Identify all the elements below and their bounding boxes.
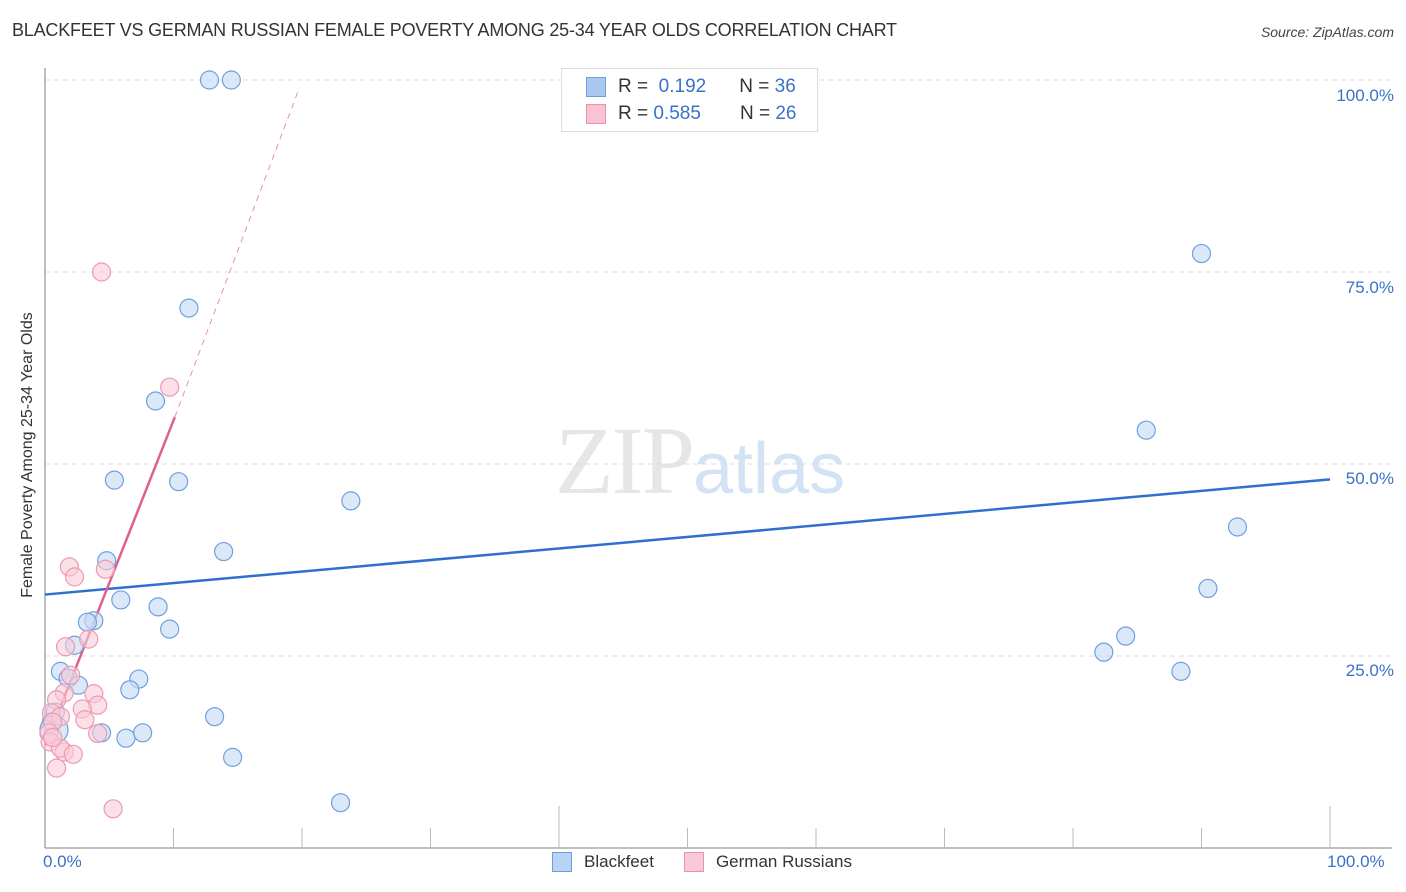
german-russians-point[interactable] [46,758,67,778]
y-tick-25: 25.0% [1345,661,1394,680]
blackfeet-point[interactable] [148,597,168,617]
blackfeet-point[interactable] [1227,517,1248,537]
blackfeet-point[interactable] [111,590,131,610]
german-russians-point[interactable] [91,262,112,282]
blackfeet-point[interactable] [223,747,243,767]
legend-item-german-russians[interactable]: German Russians [683,852,852,872]
blackfeet-point[interactable] [341,491,361,511]
x-tick-0: 0.0% [43,852,82,871]
german-russians-trendline-extension [174,87,300,418]
german-russians-point[interactable] [61,665,81,685]
y-tick-100: 100.0% [1336,86,1394,105]
chart-title: BLACKFEET VS GERMAN RUSSIAN FEMALE POVER… [12,20,897,40]
german-russians-point[interactable] [88,723,108,744]
trendlines [43,87,1331,747]
watermark: ZIPatlas [555,407,846,514]
blackfeet-point[interactable] [120,680,140,700]
german-russians-point[interactable] [95,559,115,579]
y-axis-label: Female Poverty Among 25-34 Year Olds [19,312,36,598]
source-label: Source: ZipAtlas.com [1260,24,1394,40]
blackfeet-point[interactable] [1171,661,1191,681]
blackfeet-point[interactable] [133,723,153,743]
german-russians-r-value: 0.585 [653,103,701,124]
german-russians-swatch [586,104,606,124]
blackfeet-point[interactable] [116,728,136,748]
german-russians-point[interactable] [75,710,95,730]
german-russians-point[interactable] [160,377,180,397]
correlation-legend: R = 0.192 N = 36 R = 0.585 N = 26 [561,68,818,132]
blackfeet-n-value: 36 [774,76,796,97]
blackfeet-point[interactable] [199,70,220,90]
german-russian-points [39,262,180,819]
german-russians-point[interactable] [64,567,85,587]
german-russians-point[interactable] [79,629,99,649]
blackfeet-point[interactable] [160,619,180,639]
german-russians-point[interactable] [55,637,76,657]
blackfeet-point[interactable] [1116,626,1136,646]
blackfeet-point[interactable] [1198,578,1218,599]
blackfeet-point[interactable] [1094,642,1114,662]
y-tick-75: 75.0% [1345,278,1394,297]
x-tick-100: 100.0% [1327,852,1385,871]
gridlines [45,79,1392,657]
blackfeet-point[interactable] [145,391,166,411]
german-russians-point[interactable] [43,727,63,748]
german-russians-point[interactable] [103,799,123,819]
blackfeet-point[interactable] [179,298,199,318]
german-russians-legend-swatch [683,852,704,872]
blackfeet-point[interactable] [1191,243,1212,264]
blackfeet-point[interactable] [214,541,234,562]
blackfeet-point[interactable] [169,472,189,492]
blackfeet-point[interactable] [330,793,351,813]
legend-item-blackfeet[interactable]: Blackfeet [552,852,654,872]
series-legend: Blackfeet German Russians [552,852,882,872]
blackfeet-point[interactable] [221,70,241,90]
legend-row-german-russians: R = 0.585 N = 26 [586,102,796,126]
blackfeet-point[interactable] [104,470,124,490]
blackfeet-legend-swatch [552,852,572,872]
legend-row-blackfeet: R = 0.192 N = 36 [586,75,796,99]
axes [44,68,1392,849]
blackfeet-trendline [44,478,1331,596]
german-russians-point[interactable] [63,744,83,764]
y-tick-50: 50.0% [1345,469,1394,488]
blackfeet-point[interactable] [1136,420,1156,440]
german-russians-n-value: 26 [775,103,797,124]
blackfeet-point[interactable] [77,612,98,632]
blackfeet-r-value: 0.192 [658,76,707,97]
blackfeet-points [39,70,1248,813]
blackfeet-swatch [586,77,606,97]
blackfeet-point[interactable] [205,707,225,727]
